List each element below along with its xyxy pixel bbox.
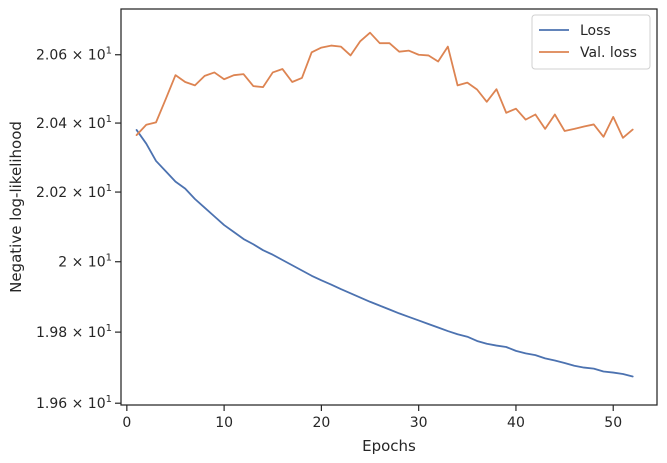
x-tick-label: 40 <box>507 415 525 431</box>
y-tick-mantissa: 1.96 × 10 <box>36 396 106 412</box>
y-tick-label: 1.96 × 101 <box>36 394 112 412</box>
y-tick-exponent: 1 <box>106 253 112 264</box>
y-tick-label: 2 × 101 <box>58 253 112 271</box>
y-tick-mantissa: 2.04 × 10 <box>36 116 106 132</box>
series-line-loss <box>135 129 634 378</box>
legend-label: Loss <box>580 23 611 39</box>
x-tick-label: 0 <box>122 415 131 431</box>
legend: Loss Val. loss <box>531 14 651 70</box>
plot-background <box>121 9 657 405</box>
x-tick-label: 20 <box>312 415 330 431</box>
y-tick-mantissa: 2.02 × 10 <box>36 185 106 201</box>
x-tick-label: 30 <box>410 415 428 431</box>
x-axis-title: Epochs <box>362 437 416 455</box>
y-tick-label: 1.98 × 101 <box>36 323 112 341</box>
legend-label: Val. loss <box>580 45 637 61</box>
series-layer <box>135 31 634 378</box>
y-tick-exponent: 1 <box>106 114 112 125</box>
y-tick-exponent: 1 <box>106 394 112 405</box>
y-tick-exponent: 1 <box>106 183 112 194</box>
y-tick-exponent: 1 <box>106 46 112 57</box>
y-tick-label: 2.06 × 101 <box>36 46 112 64</box>
y-axis-title: Negative log-likelihood <box>7 121 25 293</box>
y-tick-exponent: 1 <box>106 323 112 334</box>
y-tick-label: 2.04 × 101 <box>36 114 112 132</box>
x-axis-ticks: 0 10 20 30 40 50 <box>122 405 622 431</box>
series-line-val-loss <box>135 31 634 139</box>
y-tick-mantissa: 2.06 × 10 <box>36 48 106 64</box>
legend-box <box>531 14 651 70</box>
y-tick-label: 2.02 × 101 <box>36 183 112 201</box>
plot-frame <box>120 8 658 406</box>
x-tick-label: 50 <box>604 415 622 431</box>
x-tick-label: 10 <box>215 415 233 431</box>
y-tick-mantissa: 1.98 × 10 <box>36 325 106 341</box>
y-tick-mantissa: 2 × 10 <box>58 255 105 271</box>
